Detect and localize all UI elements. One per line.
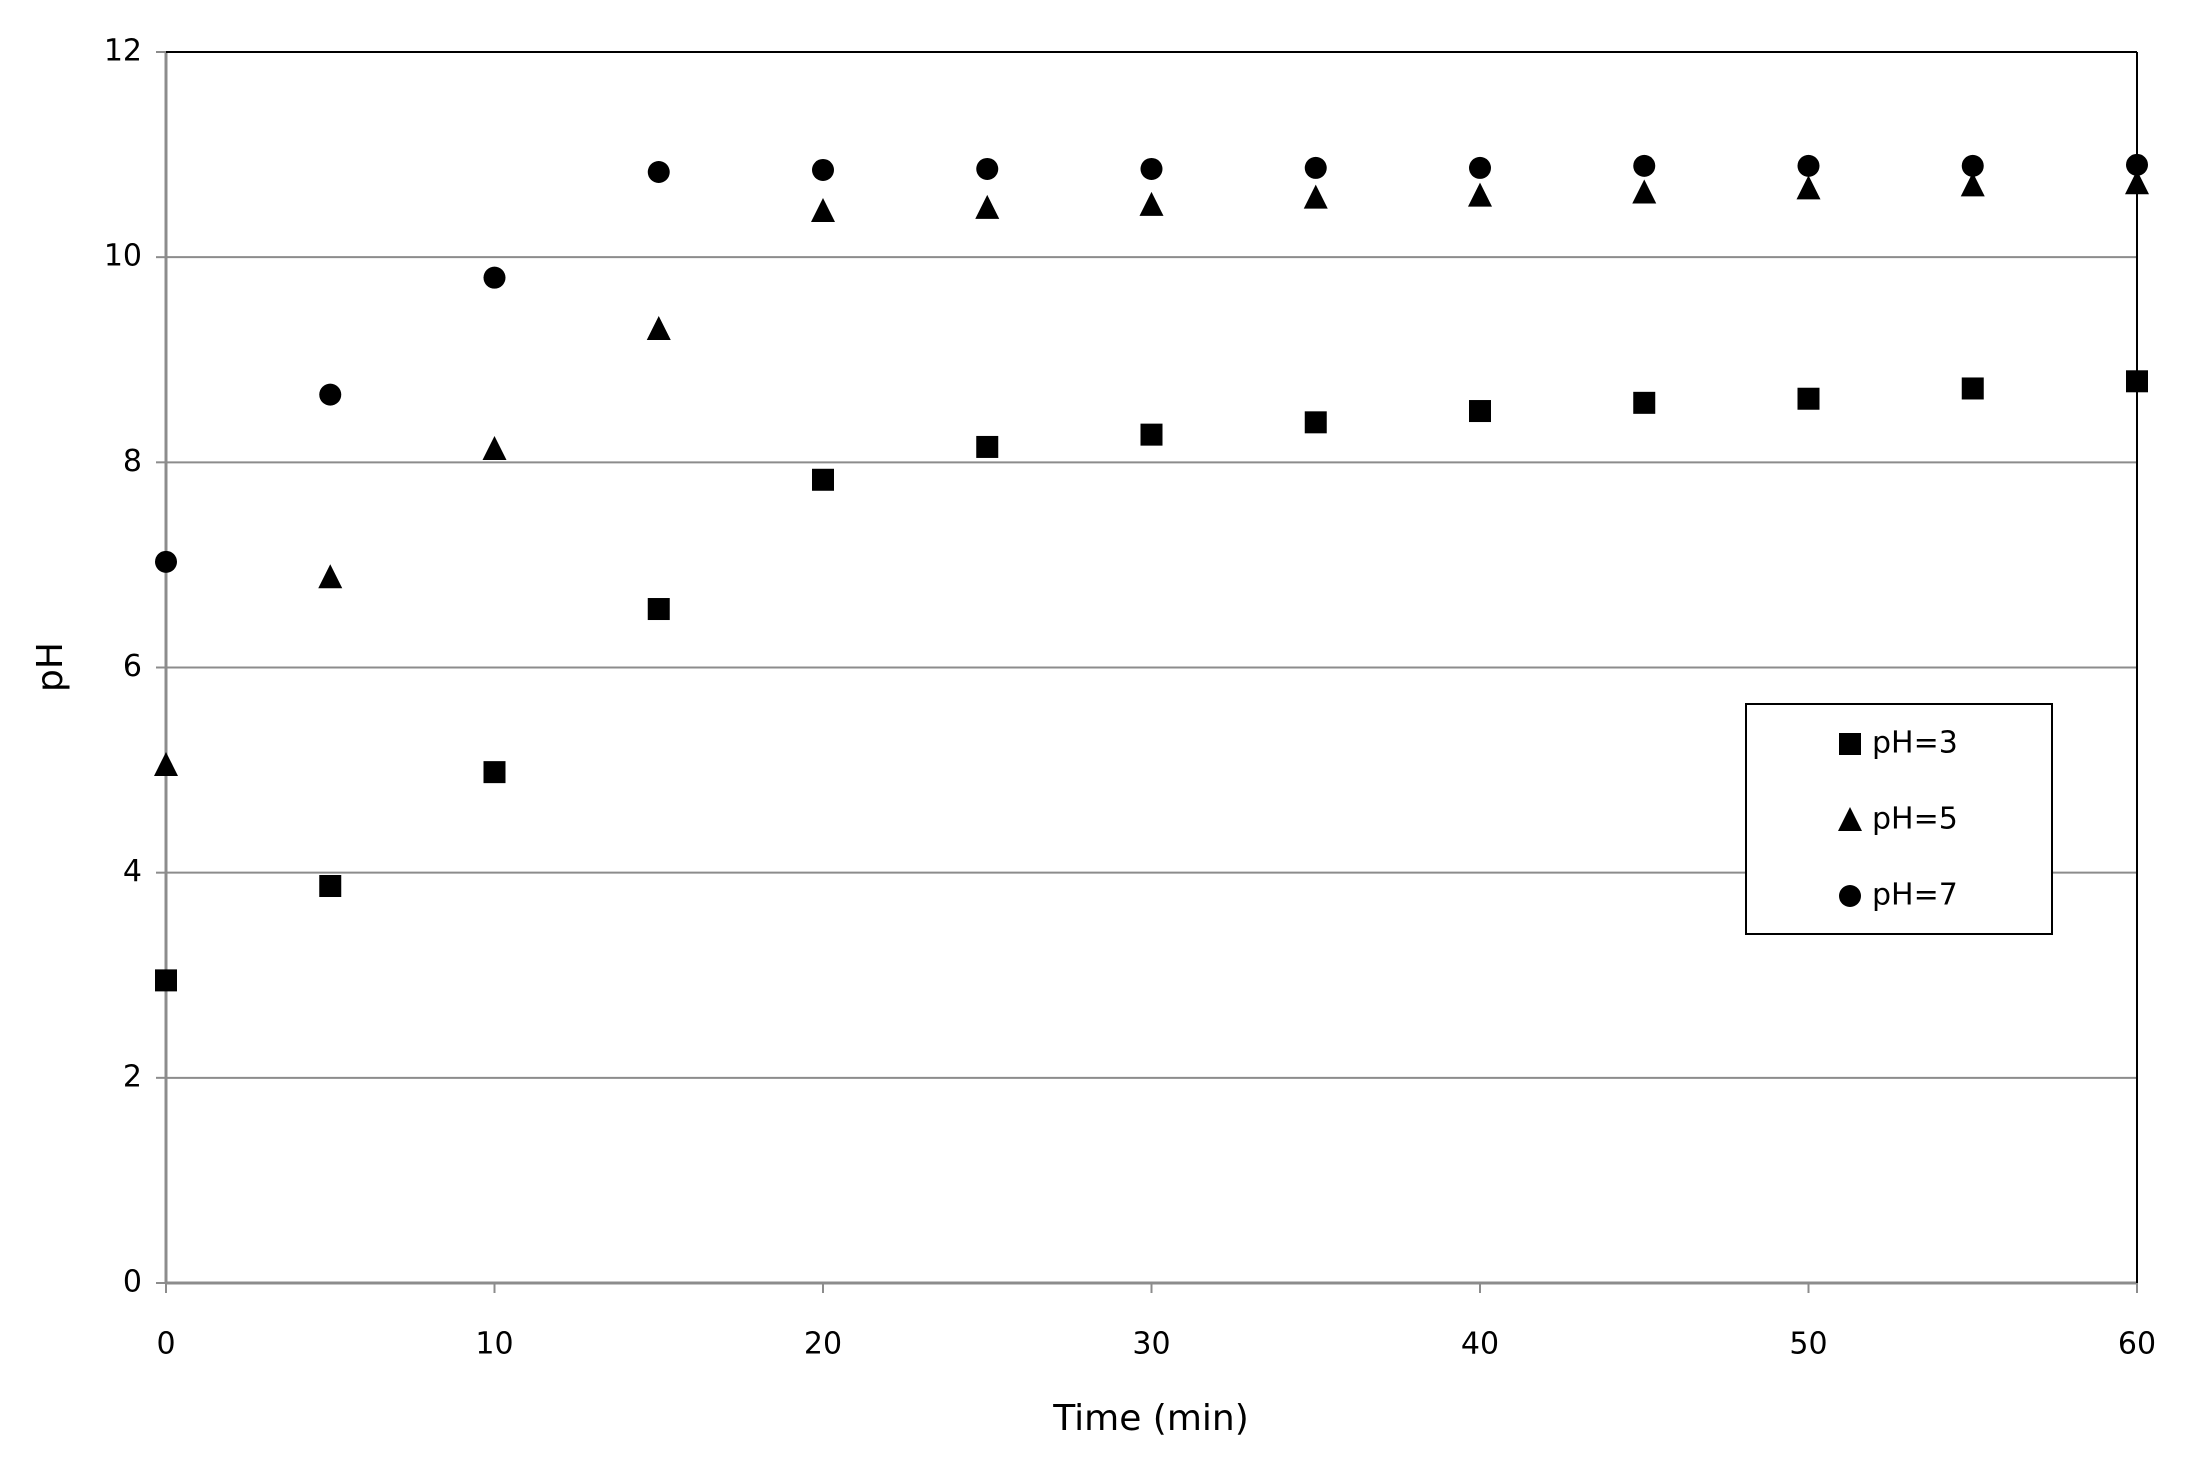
data-point — [976, 157, 999, 180]
data-point — [975, 194, 1000, 219]
data-point — [1632, 179, 1657, 204]
legend-label: pH=7 — [1872, 878, 1958, 913]
legend-marker — [1839, 885, 1861, 907]
data-point — [646, 315, 671, 340]
data-point — [483, 266, 506, 289]
data-point — [319, 383, 342, 406]
data-point — [812, 158, 834, 181]
data-point — [483, 761, 506, 784]
x-tick-label: 50 — [1789, 1327, 1827, 1362]
y-tick-label: 12 — [104, 34, 142, 69]
data-point — [647, 598, 670, 621]
data-point — [1139, 191, 1164, 216]
data-point — [1961, 154, 1984, 177]
data-point — [1140, 423, 1163, 446]
x-tick-label: 60 — [2118, 1327, 2156, 1362]
x-tick-label: 0 — [156, 1327, 175, 1362]
y-axis-title: pH — [30, 642, 71, 692]
x-tick-label: 40 — [1461, 1327, 1499, 1362]
data-point — [482, 435, 507, 460]
data-point — [1304, 156, 1327, 179]
legend-box — [1745, 703, 2053, 935]
data-point — [318, 564, 343, 589]
data-point — [1140, 157, 1163, 180]
data-point — [1960, 172, 1985, 197]
legend-label: pH=5 — [1872, 802, 1958, 837]
data-point — [811, 198, 835, 223]
y-tick-label: 0 — [123, 1265, 142, 1300]
data-point — [1797, 387, 1820, 410]
y-tick-label: 8 — [123, 444, 142, 479]
legend-marker — [1839, 733, 1861, 755]
data-point — [155, 550, 177, 573]
data-point — [1633, 391, 1656, 414]
x-tick-label: 30 — [1132, 1327, 1170, 1362]
data-point — [1633, 154, 1656, 177]
data-point — [1469, 400, 1491, 423]
y-tick-label: 10 — [104, 239, 142, 274]
y-tick-label: 6 — [123, 649, 142, 684]
x-axis-title: Time (min) — [1052, 1398, 1249, 1439]
x-tick-label: 20 — [804, 1327, 842, 1362]
legend-label: pH=3 — [1872, 726, 1958, 761]
data-point — [1796, 175, 1821, 200]
data-point — [1797, 154, 1820, 177]
data-point — [1961, 377, 1984, 400]
data-point — [319, 875, 342, 898]
data-point — [1468, 182, 1492, 207]
y-tick-label: 2 — [123, 1059, 142, 1094]
legend-marker — [1838, 807, 1862, 831]
data-point — [155, 969, 177, 992]
data-point — [647, 161, 670, 184]
data-point — [1469, 156, 1491, 179]
data-point — [1303, 184, 1328, 209]
x-tick-label: 10 — [475, 1327, 513, 1362]
data-point — [2125, 170, 2149, 195]
data-point — [976, 435, 999, 458]
data-point — [1304, 411, 1327, 434]
y-tick-label: 4 — [123, 854, 142, 889]
data-point — [154, 751, 178, 776]
data-point — [2126, 153, 2148, 176]
data-point — [2126, 370, 2148, 393]
data-point — [812, 468, 834, 491]
